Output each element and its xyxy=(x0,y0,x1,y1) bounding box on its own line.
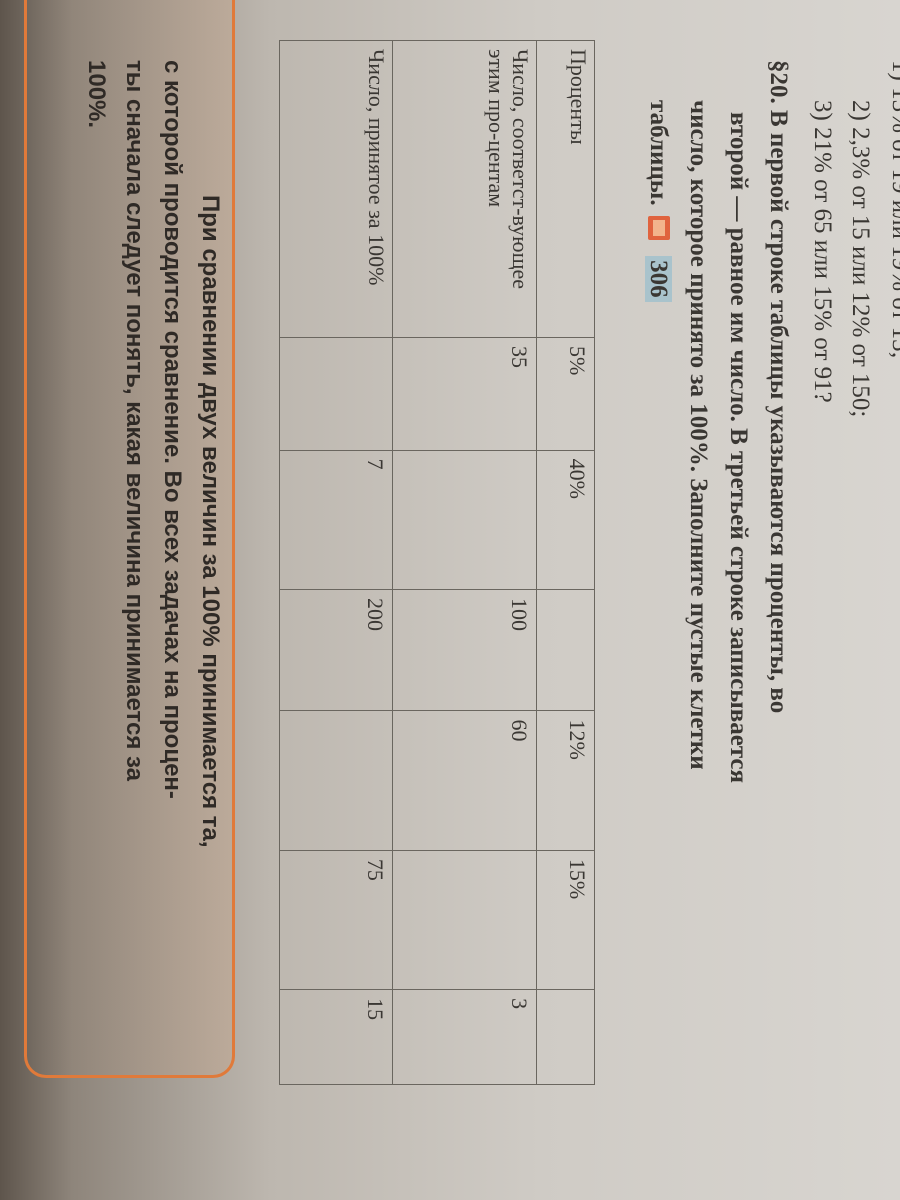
table-cell: 200 xyxy=(279,589,393,711)
rule-line-4: 100%. xyxy=(83,60,110,129)
task-text-4: таблицы. xyxy=(645,100,672,206)
row-header: Проценты xyxy=(536,40,595,338)
table-cell: 40% xyxy=(536,450,595,590)
task-number: §20. xyxy=(765,60,792,104)
row-header: Число, принятое за 100% xyxy=(279,40,393,338)
rule-line-2: с которой проводится сравнение. Во всех … xyxy=(159,60,186,799)
exercise-line-2: 2) 2,3% от 15 или 12% от 150; xyxy=(847,100,874,418)
rule-line-1: При сравнении двух величин за 100% прини… xyxy=(197,195,224,848)
table-cell xyxy=(392,850,537,990)
exercise-line-1: 1) 13% от 19 или 19% от 13; xyxy=(887,60,900,359)
table-cell: 35 xyxy=(392,337,537,451)
percent-table: Проценты 5% 40% 12% 15% Число, соответст… xyxy=(279,40,595,1085)
task-line-1: §20. В первой строке таблицы указываются… xyxy=(764,60,792,713)
book-icon xyxy=(648,215,670,240)
task-line-4: таблицы. 306 xyxy=(644,100,672,302)
table-cell xyxy=(279,337,393,451)
row-header: Число, соответст-вующее этим про-центам xyxy=(392,40,537,338)
table-cell: 100 xyxy=(392,589,537,711)
table-cell xyxy=(536,989,595,1085)
table-cell: 12% xyxy=(536,710,595,851)
exercise-line-3: 3) 21% от 65 или 15% от 91? xyxy=(809,100,836,403)
table-cell: 3 xyxy=(392,989,537,1085)
rule-line-3: ты сначала следует понять, какая величин… xyxy=(121,60,148,781)
table-cell xyxy=(279,710,393,851)
table-cell xyxy=(392,450,537,590)
task-line-3: число, которое принято за 100%. Заполнит… xyxy=(685,100,712,770)
task-line-2: второй — равное им число. В третьей стро… xyxy=(725,112,752,784)
table-row: Проценты 5% 40% 12% 15% xyxy=(536,40,595,1085)
table-row: Число, принятое за 100% 7 200 75 15 xyxy=(279,40,393,1085)
table-cell: 7 xyxy=(279,450,393,590)
rule-box: При сравнении двух величин за 100% прини… xyxy=(24,0,235,1078)
table-cell: 60 xyxy=(392,710,537,851)
table-cell xyxy=(536,589,595,711)
task-text-1: В первой строке таблицы указываются проц… xyxy=(765,110,792,714)
table-cell: 15 xyxy=(279,989,393,1085)
table-row: Число, соответст-вующее этим про-центам … xyxy=(392,40,537,1085)
table-cell: 5% xyxy=(536,337,595,451)
page-reference: 306 xyxy=(645,256,672,302)
table-cell: 15% xyxy=(536,850,595,990)
table-cell: 75 xyxy=(279,850,393,990)
